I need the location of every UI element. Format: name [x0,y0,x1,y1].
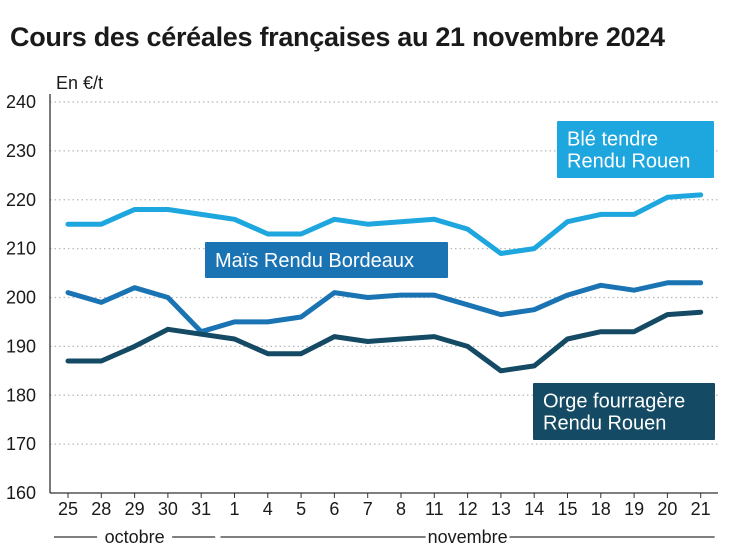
series-line-1 [65,280,704,335]
series-label-text: Blé tendre [567,129,658,151]
y-axis-unit: En €/t [56,73,103,93]
x-tick-label: 18 [591,499,611,519]
x-axis: 25 28 29 30 31 1 4 5 6 7 8 11 12 13 14 15 18 19 20 21 [49,94,718,519]
series-label-box [205,242,448,278]
x-tick-label: 7 [363,499,373,519]
y-tick-label: 180 [6,385,36,405]
x-tick-label: 19 [624,499,644,519]
y-axis-ticks: 160 170 180 190 200 210 220 230 240 [6,92,36,503]
y-tick-label: 210 [6,239,36,259]
series-label-text: Rendu Rouen [567,151,690,173]
month-label: novembre [428,527,508,547]
y-tick-label: 200 [6,288,36,308]
y-tick-label: 240 [6,92,36,112]
x-tick-label: 25 [58,499,78,519]
y-tick-label: 220 [6,190,36,210]
x-tick-label: 4 [263,499,273,519]
series-label-text: Rendu Rouen [543,413,666,435]
month-labels: octobre novembre [54,527,715,547]
series-label-text: Maïs Rendu Bordeaux [215,250,414,272]
chart-title: Cours des céréales françaises au 21 nove… [10,22,665,52]
x-tick-label: 5 [296,499,306,519]
x-tick-label: 13 [491,499,511,519]
y-tick-label: 170 [6,434,36,454]
month-label: octobre [105,527,165,547]
x-tick-label: 30 [158,499,178,519]
series-label-box [533,383,715,440]
x-tick-label: 1 [229,499,239,519]
series-lines [65,192,704,374]
y-tick-label: 190 [6,336,36,356]
x-tick-label: 6 [329,499,339,519]
x-tick-label: 20 [657,499,677,519]
y-tick-label: 230 [6,141,36,161]
x-tick-label: 28 [91,499,111,519]
x-tick-label: 12 [458,499,478,519]
x-tick-label: 21 [691,499,711,519]
x-tick-label: 11 [425,499,444,519]
y-tick-label: 160 [6,483,36,503]
x-tick-label: 29 [125,499,145,519]
series-label-box [557,121,714,178]
x-tick-label: 14 [524,499,544,519]
x-tick-label: 31 [191,499,211,519]
series-line-2 [65,309,704,374]
series-line-0 [65,192,704,256]
x-tick-label: 15 [557,499,577,519]
x-tick-label: 8 [396,499,406,519]
series-label-text: Orge fourragère [543,391,685,413]
